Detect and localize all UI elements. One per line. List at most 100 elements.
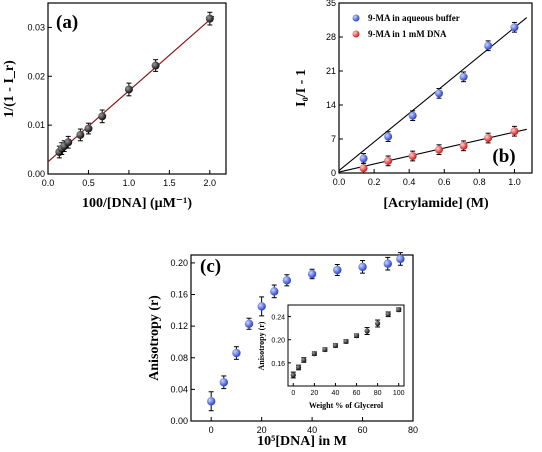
a-y-tick-label: 0.02	[27, 71, 45, 81]
b-series-2-point	[510, 127, 519, 136]
c-point	[396, 254, 405, 264]
b-series-1-point	[435, 89, 444, 98]
b-series-1-point	[359, 154, 368, 163]
b-y-tick-label: 35	[326, 0, 336, 8]
inset-x-tick-label: 40	[332, 390, 340, 397]
inset-y-tick-label: 0.24	[271, 315, 285, 322]
inset-point	[396, 307, 402, 313]
c-x-tick-label: 20	[257, 425, 267, 435]
b-series-1-point	[459, 72, 468, 81]
y-axis-label-c: Anisotropy (r)	[147, 295, 162, 381]
c-point	[232, 348, 241, 358]
inset-y-tick-label: 0.16	[271, 361, 285, 368]
legend-label-buffer: 9-MA in aqueous buffer	[368, 13, 460, 23]
panel-a: 0.0 0.5 1.0 1.5 2.0 0.00 0.01 0.02 0.03 (a) 100/…	[2, 2, 227, 211]
panel-label-b: (b)	[492, 146, 515, 167]
inset-point	[385, 311, 391, 317]
c-x-tick-label: 60	[358, 425, 368, 435]
inset-x-axis-label: Weight % of Glycerol	[309, 401, 384, 410]
b-y-tick-label: 7	[331, 134, 336, 144]
fit-lines-b	[338, 17, 528, 173]
inset-point	[353, 333, 360, 339]
c-x-tick-label: 0	[209, 425, 214, 435]
inset-chart: 0 20 40 60 80 100 0.16 0.20 0.24 Weight % of Gly…	[257, 304, 405, 410]
c-point	[358, 262, 367, 272]
inset-point	[290, 372, 296, 378]
data-points-b	[359, 21, 519, 174]
a-point	[76, 130, 85, 139]
inset-x-tick-label: 100	[393, 390, 405, 397]
legend-label-dna: 9-MA in 1 mM DNA	[368, 29, 447, 39]
inset-x-tick-label: 20	[310, 390, 318, 397]
c-point	[383, 259, 392, 268]
inset-point	[332, 342, 339, 349]
b-fit-line-2	[338, 128, 527, 173]
c-y-tick-label: 0.08	[170, 353, 188, 363]
inset-point	[301, 357, 307, 363]
inset-x-tick-label: 80	[374, 390, 382, 397]
a-point	[64, 138, 73, 147]
c-y-tick-label: 0.04	[170, 384, 188, 394]
inset-axis-ticks: 0 20 40 60 80 100 0.16 0.20 0.24	[271, 315, 404, 397]
c-y-tick-label: 0.16	[170, 290, 188, 300]
a-x-tick-label: 1.0	[123, 178, 136, 188]
a-point	[98, 112, 107, 121]
b-series-1-point	[408, 111, 417, 120]
x-axis-label-c: 10⁵[DNA] in M	[257, 434, 347, 449]
inset-y-axis-label: Anisotropy (r)	[257, 321, 266, 370]
b-series-2-point	[484, 134, 493, 143]
plot-area-c	[190, 254, 414, 422]
panel-b: 0.0 0.2 0.4 0.6 0.8 1.0 0 7 14 21 28 35 9-MA in aqu…	[294, 0, 533, 211]
c-point	[307, 269, 317, 279]
inset-point	[295, 364, 302, 371]
b-series-2-point	[408, 152, 417, 160]
c-x-tick-label: 40	[307, 425, 317, 435]
legend-marker-dna	[352, 30, 360, 38]
data-points-a	[55, 11, 214, 159]
b-y-tick-label: 28	[326, 32, 336, 42]
b-series-2-point	[435, 145, 444, 154]
b-series-2-point	[384, 156, 393, 165]
inset-plot-area	[287, 304, 405, 387]
b-x-tick-label: 1.0	[508, 177, 521, 187]
x-axis-label-a: 100/[DNA] (μM⁻¹)	[82, 196, 192, 211]
b-y-tick-label: 14	[326, 100, 336, 110]
inset-point	[322, 346, 328, 353]
inset-y-tick-label: 0.20	[271, 338, 285, 345]
b-series-2-point	[359, 164, 368, 173]
b-y-tick-label: 0	[331, 168, 336, 178]
axis-ticks-c: 0 20 40 60 80 0.00 0.04 0.08 0.12 0.16 0.20	[170, 258, 418, 435]
b-x-tick-label: 0.0	[333, 177, 346, 187]
panel-label-a: (a)	[56, 12, 78, 33]
b-x-tick-label: 0.2	[368, 177, 381, 187]
b-series-1-point	[510, 23, 519, 32]
panel-c: 0 20 40 60 80 0.00 0.04 0.08 0.12 0.16 0.20 (c) 10…	[147, 252, 418, 449]
inset-point	[364, 328, 370, 334]
c-point	[282, 276, 292, 285]
c-x-tick-label: 80	[408, 425, 418, 435]
a-point	[151, 61, 160, 70]
a-y-tick-label: 0.01	[27, 120, 45, 130]
y-axis-label-a: 1/(1 - I_r)	[2, 60, 17, 118]
legend-b: 9-MA in aqueous buffer 9-MA in 1 mM DNA	[352, 13, 460, 39]
c-y-tick-label: 0.20	[170, 258, 188, 268]
b-y-tick-label: 21	[326, 66, 336, 76]
a-x-tick-label: 0.5	[82, 178, 95, 188]
plot-area-a	[47, 2, 227, 175]
a-point	[124, 85, 133, 94]
inset-x-tick-label: 0	[291, 390, 295, 397]
a-x-tick-label: 2.0	[204, 178, 217, 188]
panel-label-c: (c)	[200, 256, 221, 277]
y-axis-label-b: I₀/I - 1	[294, 69, 309, 107]
plot-area-b	[338, 2, 533, 174]
b-x-tick-label: 0.4	[403, 177, 416, 187]
axis-ticks-b: 0.0 0.2 0.4 0.6 0.8 1.0 0 7 14 21 28 35	[326, 0, 521, 187]
inset-point	[311, 351, 317, 357]
c-point	[257, 302, 266, 311]
c-y-tick-label: 0.00	[170, 416, 188, 426]
a-point	[205, 14, 214, 23]
a-point	[84, 124, 93, 133]
c-point	[270, 287, 279, 296]
x-axis-label-b: [Acrylamide] (M)	[383, 196, 489, 211]
